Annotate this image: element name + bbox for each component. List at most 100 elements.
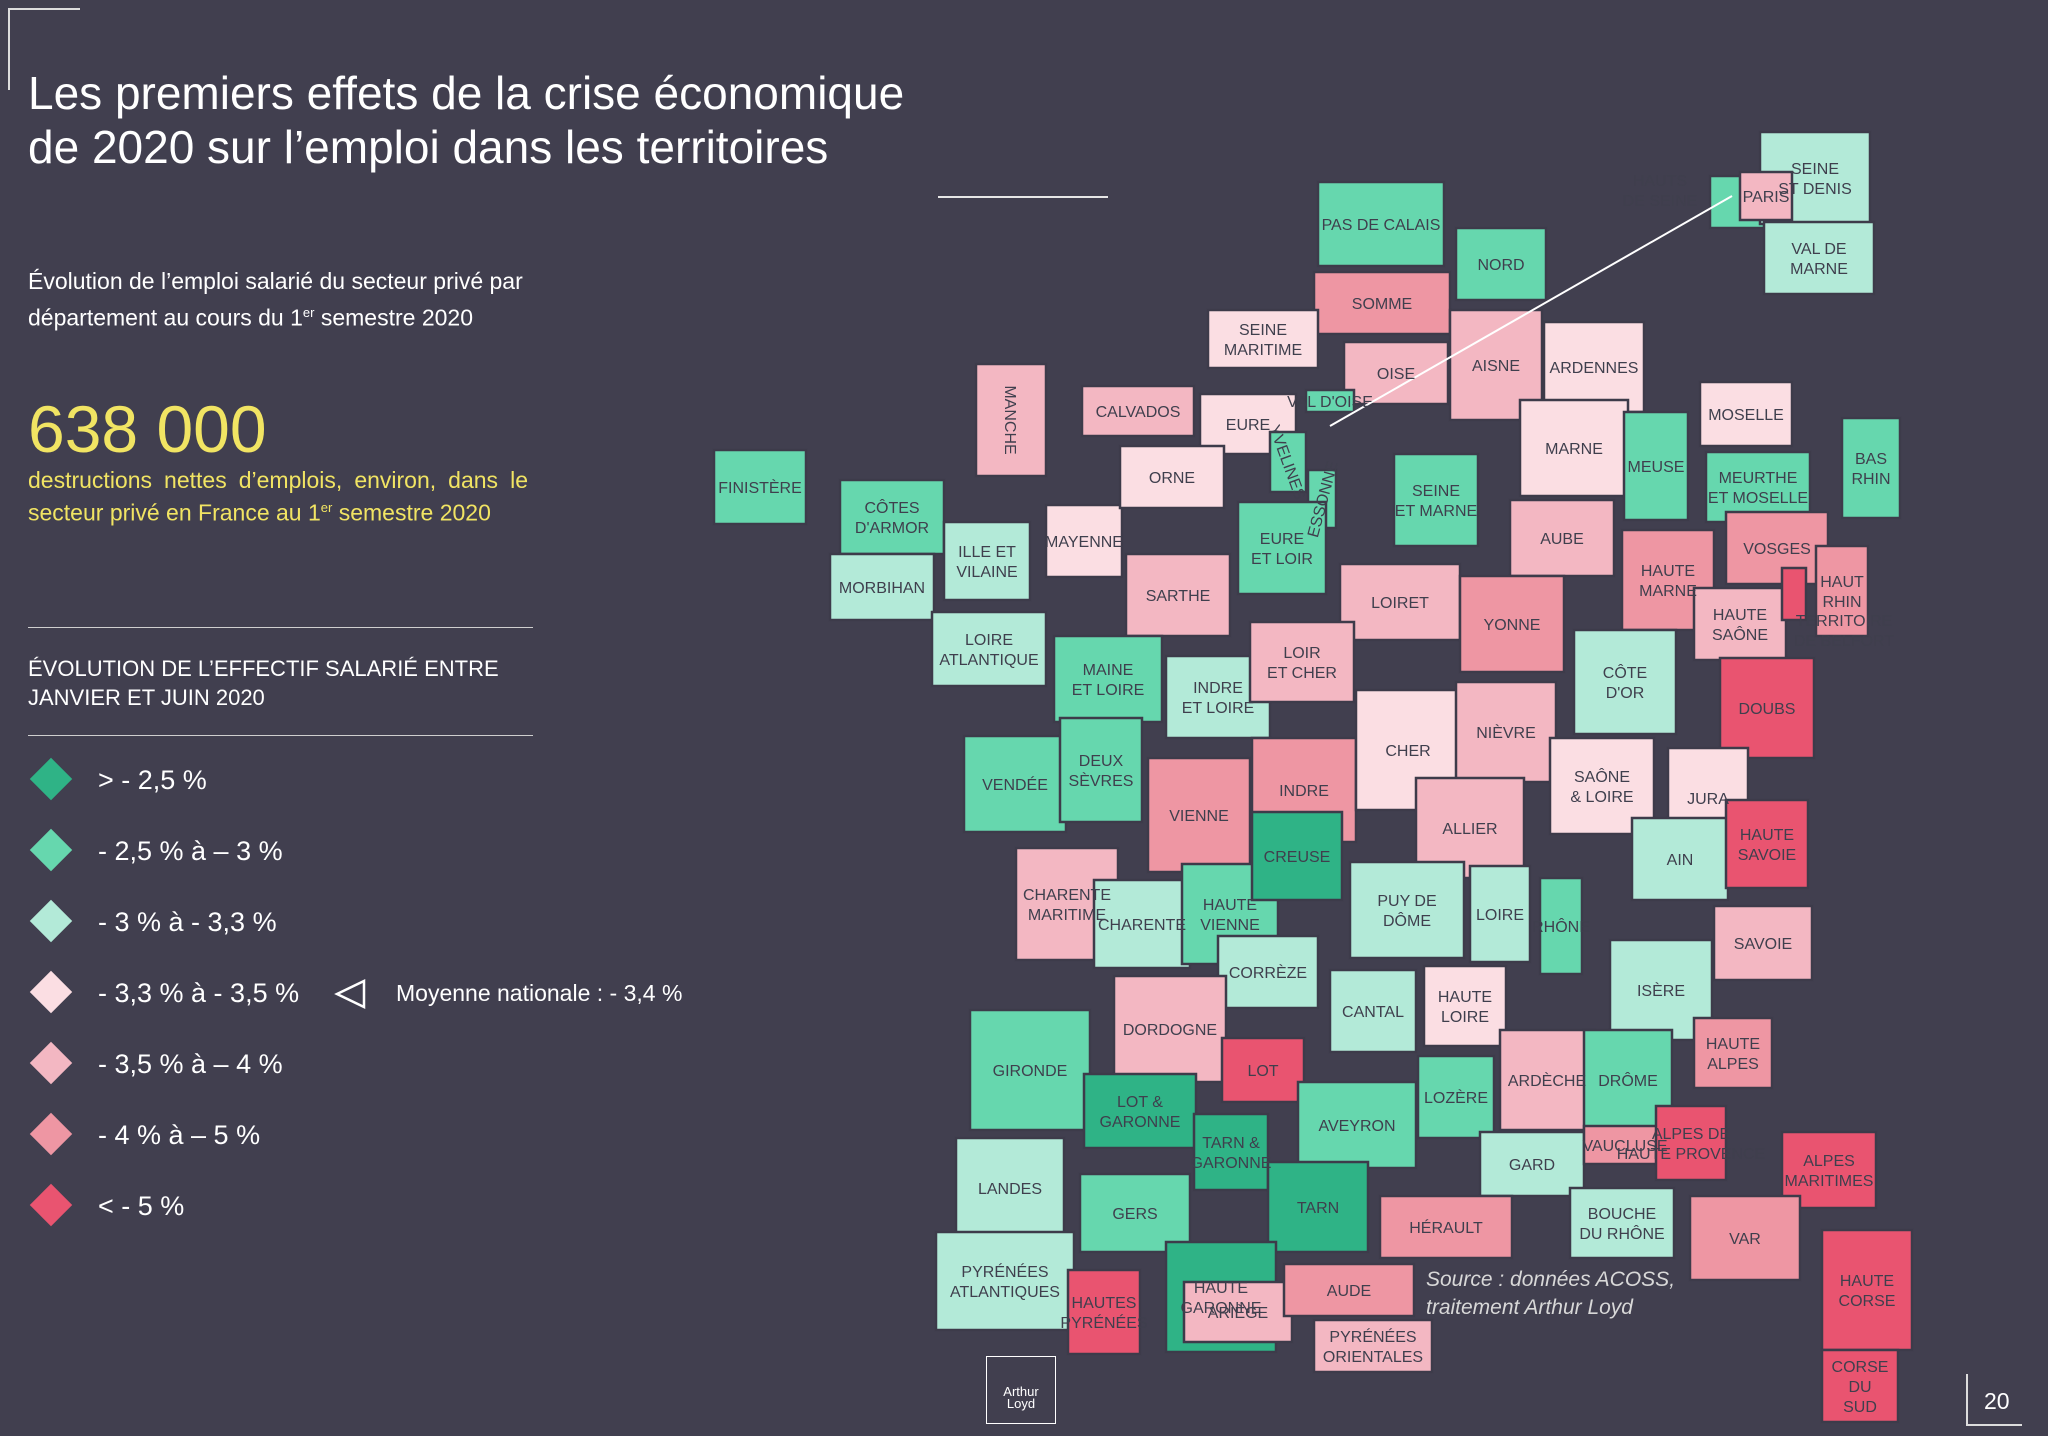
department-finistere	[712, 448, 808, 526]
legend-label: - 3,5 % à – 4 %	[98, 1049, 283, 1079]
department-label: BOUCHE DU RHÔNE	[1579, 1206, 1664, 1243]
department-label: LOIRE	[1476, 907, 1524, 924]
legend-label: - 3,3 % à - 3,5 %	[98, 978, 300, 1008]
department-label: HAUTE ALPES	[1706, 1036, 1760, 1073]
department-label: ARDÈCHE	[1508, 1071, 1586, 1090]
department-loire-atlantique	[930, 610, 1048, 688]
department-ain	[1630, 816, 1730, 902]
department-marne	[1518, 398, 1630, 498]
legend-label: - 4 % à – 5 %	[98, 1120, 261, 1150]
department-yonne	[1458, 574, 1566, 674]
department-label: ORNE	[1149, 470, 1195, 487]
department-corse-du-sud	[1820, 1348, 1900, 1424]
department-ardeche	[1498, 1028, 1596, 1132]
department-correze	[1216, 934, 1320, 1010]
legend-label: - 2,5 % à – 3 %	[98, 836, 283, 866]
department-label: LOT & GARONNE	[1100, 1094, 1181, 1131]
page-title: Les premiers effets de la crise économiq…	[28, 66, 904, 174]
department-label: MOSELLE	[1708, 407, 1784, 424]
department-pyrenees-orientales	[1312, 1318, 1434, 1374]
department-bouche-du-rhone	[1568, 1186, 1676, 1260]
department-meuse	[1622, 410, 1690, 522]
subtitle-line-2-end: semestre 2020	[314, 304, 473, 331]
department-morbihan	[828, 552, 936, 622]
department-label: CÔTE D'OR	[1603, 663, 1647, 702]
department-lozere	[1416, 1054, 1496, 1140]
department-paris	[1738, 170, 1794, 222]
department-label: DOUBS	[1739, 701, 1796, 718]
department-label: MAYENNE	[1045, 534, 1123, 551]
department-haute-loire	[1422, 964, 1508, 1048]
department-label: CALVADOS	[1096, 404, 1181, 421]
department-label: LOZÈRE	[1424, 1088, 1488, 1107]
legend-title-line-2: JANVIER ET JUIN 2020	[28, 685, 265, 710]
department-label: PARIS	[1743, 189, 1790, 206]
department-label: VOSGES	[1743, 541, 1811, 558]
department-label: INDRE ET LOIRE	[1182, 680, 1255, 717]
department-alpes-maritimes	[1780, 1130, 1878, 1210]
department-label: TARN	[1297, 1200, 1339, 1217]
department-label: LOIRET	[1371, 595, 1429, 612]
legend-item: - 3,5 % à – 4 %	[28, 1041, 348, 1085]
department-label: ARIÈGE	[1208, 1303, 1268, 1322]
department-lot-garonne	[1082, 1072, 1198, 1150]
department-gironde	[968, 1008, 1092, 1132]
department-label: CHER	[1385, 743, 1430, 760]
department-loir-et-cher	[1248, 620, 1356, 704]
legend-item: - 2,5 % à – 3 %	[28, 828, 348, 872]
department-var	[1688, 1194, 1802, 1282]
department-charente	[1092, 878, 1192, 970]
department-gers	[1078, 1172, 1192, 1254]
department-aube	[1508, 498, 1616, 578]
department-tarn	[1266, 1160, 1370, 1254]
department-label: MEURTHE ET MOSELLE	[1708, 470, 1808, 507]
department-label: LOT	[1247, 1063, 1278, 1080]
department-haut-rhin	[1814, 544, 1870, 638]
department-savoie	[1712, 904, 1814, 982]
legend-item: - 3 % à - 3,3 %	[28, 899, 348, 943]
department-label: BAS RHIN	[1851, 451, 1890, 488]
source-line-1: Source : données ACOSS,	[1426, 1268, 1676, 1291]
paris-inset-pointer	[1329, 195, 1733, 427]
title-line-1: Les premiers effets de la crise économiq…	[28, 67, 905, 119]
department-label: NIÈVRE	[1476, 723, 1536, 742]
department-herault	[1378, 1194, 1514, 1260]
department-label: CORSE DU SUD	[1832, 1359, 1889, 1416]
arthur-loyd-logo: Arthur Loyd	[986, 1356, 1056, 1424]
logo-line-2: Loyd	[1006, 1396, 1036, 1411]
department-alpes-de-haute-provence	[1654, 1104, 1728, 1182]
department-label: MORBIHAN	[839, 580, 925, 597]
legend-item: - 4 % à – 5 %	[28, 1112, 348, 1156]
department-label: VAR	[1729, 1231, 1761, 1248]
department-creuse	[1250, 810, 1344, 902]
department-mayenne	[1044, 503, 1124, 579]
highlight-caption-superscript: er	[320, 500, 333, 515]
department-doubs	[1718, 656, 1816, 760]
department-label: AVEYRON	[1318, 1118, 1395, 1135]
department-nord	[1454, 226, 1548, 302]
department-label: SAVOIE	[1734, 936, 1792, 953]
legend-label: < - 5 %	[98, 1191, 185, 1221]
department-label: HAUTE VIENNE	[1200, 897, 1260, 934]
department-label: SOMME	[1352, 296, 1412, 313]
department-label: SEINE ST DENIS	[1778, 161, 1852, 198]
department-label: JURA	[1687, 791, 1729, 808]
department-label: SAÔNE & LOIRE	[1570, 767, 1633, 806]
legend-bottom-divider	[28, 735, 533, 736]
department-label: HAUTE CORSE	[1839, 1273, 1896, 1310]
department-label: VIENNE	[1169, 808, 1229, 825]
national-average-label: Moyenne nationale : - 3,4 %	[396, 980, 683, 1006]
department-label: NORD	[1477, 257, 1524, 274]
department-label: CHARENTE	[1098, 917, 1186, 934]
department-rhone	[1538, 876, 1584, 976]
department-vaucluse	[1582, 1124, 1668, 1166]
department-label: AIN	[1667, 852, 1694, 869]
department-label: HAUT RHIN	[1820, 574, 1864, 611]
department-pyrenees-atlantiques	[934, 1230, 1076, 1332]
department-label: ALLIER	[1442, 821, 1497, 838]
department-cotes-d-armor	[838, 478, 946, 556]
department-label: YONNE	[1484, 617, 1541, 634]
department-label: HAUTE GARONNE	[1181, 1280, 1262, 1317]
department-label: HÉRAULT	[1409, 1218, 1483, 1237]
